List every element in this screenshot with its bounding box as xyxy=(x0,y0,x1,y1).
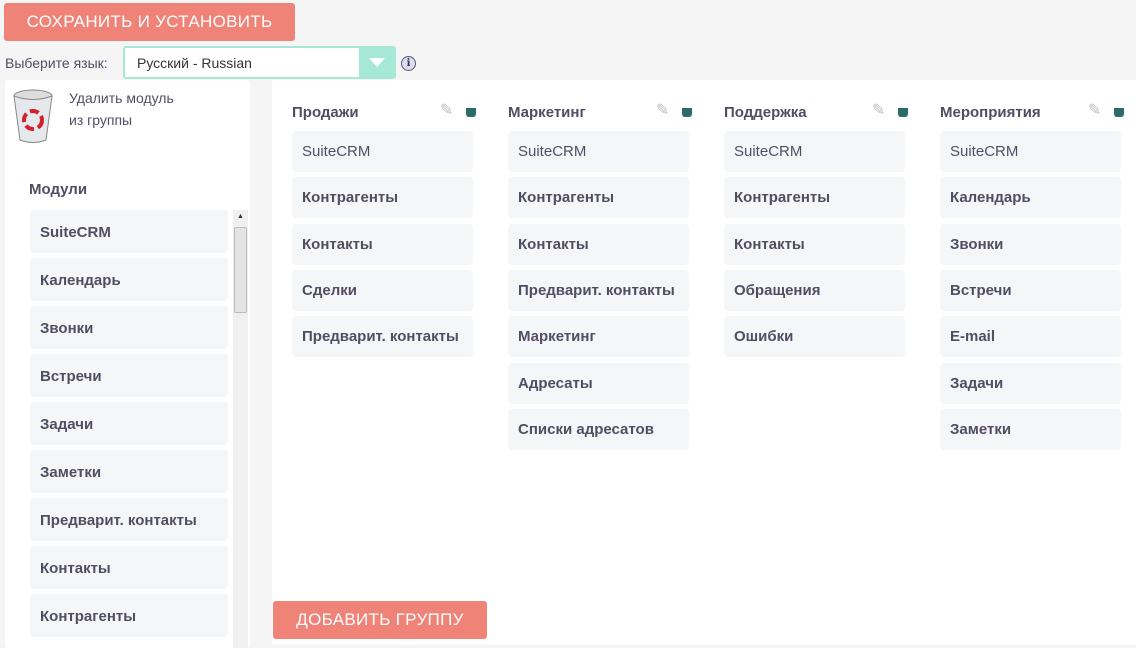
group-module-item[interactable]: Предварит. контакты xyxy=(292,316,473,358)
group-module-item[interactable]: SuiteCRM xyxy=(940,131,1121,172)
group-title: Маркетинг xyxy=(508,104,586,121)
edit-pencil-icon[interactable]: ✎ xyxy=(872,102,886,119)
group-module-item[interactable]: Обращения xyxy=(724,269,905,311)
group-module-item[interactable]: Звонки xyxy=(940,223,1121,265)
group-module-item[interactable]: Календарь xyxy=(940,177,1121,219)
group-module-item[interactable]: Ошибки xyxy=(724,316,905,358)
edit-pencil-icon[interactable]: ✎ xyxy=(440,102,454,119)
group-module-item[interactable]: SuiteCRM xyxy=(724,131,905,172)
group-module-item[interactable]: Адресаты xyxy=(508,362,689,404)
group-module-item[interactable]: SuiteCRM xyxy=(508,131,689,172)
language-select[interactable]: Русский - Russian xyxy=(123,46,396,79)
group-module-item[interactable]: SuiteCRM xyxy=(292,131,473,172)
group-module-item[interactable]: Контрагенты xyxy=(724,177,905,219)
group-module-item[interactable]: Контрагенты xyxy=(292,177,473,219)
module-item[interactable]: Задачи xyxy=(30,402,228,445)
group-module-item[interactable]: Встречи xyxy=(940,269,1121,311)
delete-group-icon[interactable] xyxy=(898,108,908,117)
module-item[interactable]: Контакты xyxy=(30,546,228,589)
save-and-deploy-button[interactable]: СОХРАНИТЬ И УСТАНОВИТЬ xyxy=(4,3,295,41)
delete-group-icon[interactable] xyxy=(1114,108,1124,117)
group-title: Мероприятия xyxy=(940,104,1041,121)
module-item[interactable]: Контрагенты xyxy=(30,594,228,637)
group-module-item[interactable]: Контрагенты xyxy=(508,177,689,219)
module-item[interactable]: Календарь xyxy=(30,258,228,301)
modules-title: Модули xyxy=(29,181,88,198)
delete-group-icon[interactable] xyxy=(682,108,692,117)
delete-module-hint: Удалить модуль из группы xyxy=(69,90,174,128)
group-module-item[interactable]: Маркетинг xyxy=(508,316,689,358)
module-item[interactable]: Звонки xyxy=(30,306,228,349)
module-item[interactable]: Предварит. контакты xyxy=(30,498,228,541)
edit-pencil-icon[interactable]: ✎ xyxy=(656,102,670,119)
delete-group-icon[interactable] xyxy=(466,108,476,117)
add-group-button[interactable]: ДОБАВИТЬ ГРУППУ xyxy=(273,601,487,639)
group-title: Продажи xyxy=(292,104,359,121)
group-module-item[interactable]: Задачи xyxy=(940,362,1121,404)
group-module-item[interactable]: E-mail xyxy=(940,316,1121,358)
group-module-item[interactable]: Заметки xyxy=(940,408,1121,450)
language-label: Выберите язык: xyxy=(5,55,108,71)
group-module-item[interactable]: Контакты xyxy=(292,223,473,265)
module-item[interactable]: Встречи xyxy=(30,354,228,397)
group-module-item[interactable]: Списки адресатов xyxy=(508,408,689,450)
chevron-down-icon[interactable] xyxy=(359,48,394,77)
group-module-item[interactable]: Контакты xyxy=(724,223,905,265)
group-module-item[interactable]: Сделки xyxy=(292,269,473,311)
info-icon[interactable]: i xyxy=(401,56,416,71)
edit-pencil-icon[interactable]: ✎ xyxy=(1088,102,1102,119)
language-value: Русский - Russian xyxy=(137,55,252,71)
group-module-item[interactable]: Контакты xyxy=(508,223,689,265)
group-module-item[interactable]: Предварит. контакты xyxy=(508,269,689,311)
groups-area: Продажи ✎ SuiteCRM Контрагенты Контакты Сделк… xyxy=(272,80,1136,645)
trash-icon[interactable] xyxy=(11,88,55,144)
group-title: Поддержка xyxy=(724,104,807,121)
modules-panel: Удалить модуль из группы Модули SuiteCRM К… xyxy=(5,80,250,648)
module-item[interactable]: Заметки xyxy=(30,450,228,493)
module-item[interactable]: SuiteCRM xyxy=(30,210,228,253)
modules-scrollbar[interactable]: ▲ xyxy=(233,210,248,648)
